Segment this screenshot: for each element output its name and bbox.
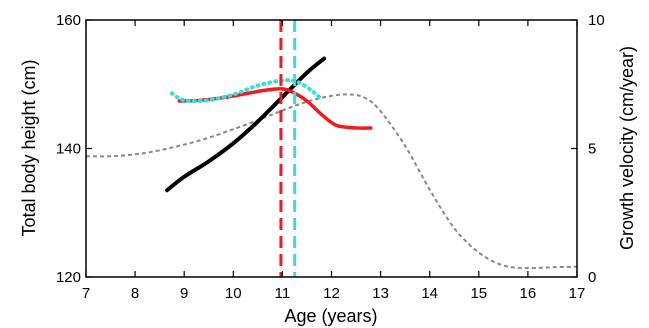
y-tick-label-right: 10	[588, 12, 605, 29]
plot-frame	[86, 20, 577, 277]
tick-layer: 7 8 9 10 11 12 13 14 15 16 17 120 140 160 0 5 10	[56, 12, 605, 302]
y-tick-label-left: 160	[56, 12, 81, 29]
x-tick-label: 15	[470, 285, 487, 302]
x-tick-label: 17	[569, 285, 586, 302]
x-tick-label: 11	[275, 285, 291, 302]
x-tick-label: 12	[323, 285, 340, 302]
y-axis-label-left: Total body height (cm)	[19, 59, 39, 236]
velocity-curve-red	[179, 89, 370, 128]
y-tick-label-left: 120	[56, 269, 81, 286]
x-axis-label: Age (years)	[284, 306, 377, 326]
y-tick-label-left: 140	[56, 141, 81, 158]
y-axis-label-right: Growth velocity (cm/year)	[617, 46, 637, 250]
x-tick-label: 10	[225, 285, 242, 302]
reference-velocity-curve	[86, 94, 577, 268]
x-tick-label: 14	[421, 285, 438, 302]
x-tick-label: 13	[372, 285, 389, 302]
x-tick-label: 16	[520, 285, 537, 302]
x-tick-label: 8	[131, 285, 139, 302]
y-tick-label-right: 0	[588, 269, 596, 286]
velocity-curve-cyan	[172, 80, 319, 101]
series-layer	[86, 59, 577, 269]
vertical-marker-layer	[281, 20, 295, 277]
y-tick-label-right: 5	[588, 141, 596, 158]
x-tick-label: 7	[82, 285, 90, 302]
x-tick-label: 9	[180, 285, 188, 302]
